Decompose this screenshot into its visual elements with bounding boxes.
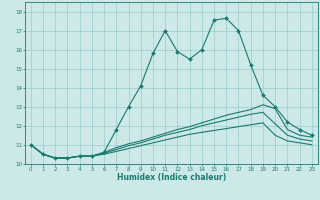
X-axis label: Humidex (Indice chaleur): Humidex (Indice chaleur)	[117, 173, 226, 182]
